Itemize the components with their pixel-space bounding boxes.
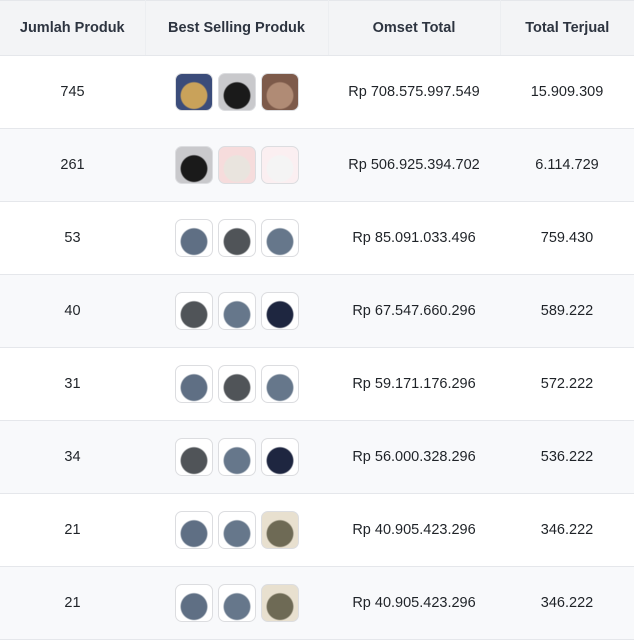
product-thumbnail[interactable] [260,584,299,622]
table-row: 21 Rp 40.905.423.296 346.222 [0,566,634,640]
product-thumbnail[interactable] [260,365,299,403]
jumlah-produk-cell: 261 [0,128,145,202]
omset-total-cell: Rp 708.575.997.549 [328,55,500,129]
product-thumbnail[interactable] [174,438,213,476]
total-terjual-cell: 536.222 [500,420,634,494]
table-row: 40 Rp 67.547.660.296 589.222 [0,274,634,348]
product-thumbnail[interactable] [174,511,213,549]
header-best-selling[interactable]: Best Selling Produk [145,0,329,56]
omset-total-cell: Rp 56.000.328.296 [328,420,500,494]
product-thumbnail[interactable] [174,292,213,330]
best-selling-cell [145,566,328,640]
omset-total-cell: Rp 506.925.394.702 [328,128,500,202]
product-thumbnail[interactable] [217,584,256,622]
table-row: 53 Rp 85.091.033.496 759.430 [0,201,634,275]
total-terjual-cell: 589.222 [500,274,634,348]
header-total-terjual[interactable]: Total Terjual [500,0,634,56]
product-thumbnail[interactable] [217,511,256,549]
product-thumbnail[interactable] [217,438,256,476]
product-thumbnail[interactable] [217,292,256,330]
jumlah-produk-cell: 21 [0,493,145,567]
total-terjual-cell: 759.430 [500,201,634,275]
product-thumbnail[interactable] [217,73,256,111]
total-terjual-cell: 6.114.729 [500,128,634,202]
product-thumbnail[interactable] [217,365,256,403]
jumlah-produk-cell: 53 [0,201,145,275]
best-selling-cell [145,347,328,421]
jumlah-produk-cell: 34 [0,420,145,494]
product-thumbnail[interactable] [260,438,299,476]
total-terjual-cell: 346.222 [500,566,634,640]
omset-total-cell: Rp 59.171.176.296 [328,347,500,421]
jumlah-produk-cell: 40 [0,274,145,348]
jumlah-produk-cell: 31 [0,347,145,421]
omset-total-cell: Rp 85.091.033.496 [328,201,500,275]
product-thumbnail[interactable] [260,219,299,257]
omset-total-cell: Rp 67.547.660.296 [328,274,500,348]
best-selling-cell [145,274,328,348]
product-thumbnail[interactable] [174,219,213,257]
product-thumbnail[interactable] [217,146,256,184]
table-header: Jumlah Produk Best Selling Produk Omset … [0,0,634,56]
product-thumbnail[interactable] [217,219,256,257]
total-terjual-cell: 572.222 [500,347,634,421]
best-selling-cell [145,201,328,275]
best-selling-cell [145,55,328,129]
product-thumbnail[interactable] [174,584,213,622]
product-thumbnail[interactable] [260,146,299,184]
jumlah-produk-cell: 745 [0,55,145,129]
product-thumbnail[interactable] [260,511,299,549]
table-row: 31 Rp 59.171.176.296 572.222 [0,347,634,421]
jumlah-produk-cell: 21 [0,566,145,640]
best-selling-cell [145,128,328,202]
table-row: 34 Rp 56.000.328.296 536.222 [0,420,634,494]
product-thumbnail[interactable] [260,73,299,111]
total-terjual-cell: 15.909.309 [500,55,634,129]
best-selling-cell [145,420,328,494]
product-thumbnail[interactable] [174,365,213,403]
table-row: 745 Rp 708.575.997.549 15.909.309 [0,55,634,129]
product-thumbnail[interactable] [174,146,213,184]
table-row: 261 Rp 506.925.394.702 6.114.729 [0,128,634,202]
header-omset-total[interactable]: Omset Total [328,0,501,56]
header-jumlah-produk[interactable]: Jumlah Produk [0,0,146,56]
total-terjual-cell: 346.222 [500,493,634,567]
product-thumbnail[interactable] [174,73,213,111]
omset-total-cell: Rp 40.905.423.296 [328,566,500,640]
best-selling-cell [145,493,328,567]
product-thumbnail[interactable] [260,292,299,330]
table-row: 21 Rp 40.905.423.296 346.222 [0,493,634,567]
omset-total-cell: Rp 40.905.423.296 [328,493,500,567]
